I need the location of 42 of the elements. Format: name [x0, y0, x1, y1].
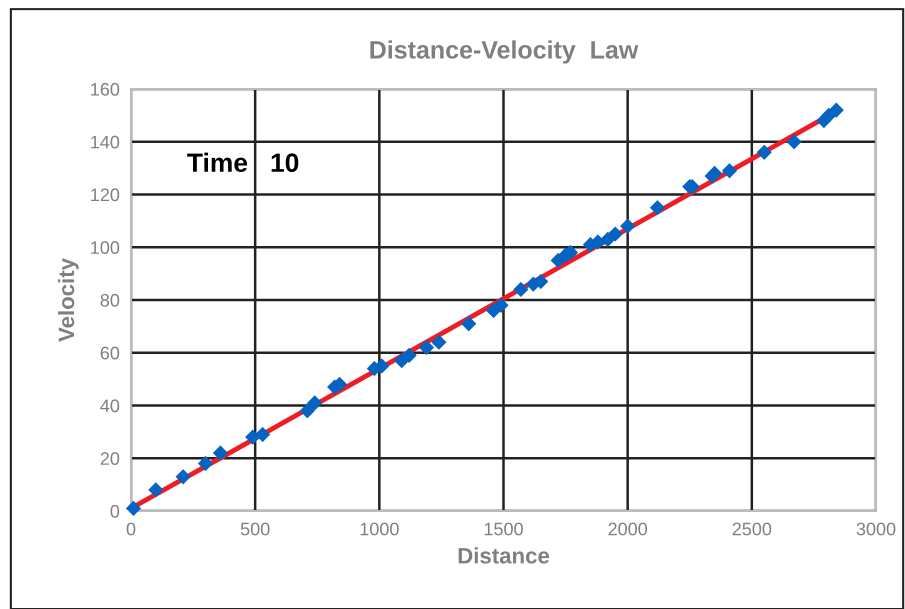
y-tick-label: 80	[100, 294, 120, 307]
y-tick-label: 140	[91, 136, 120, 148]
point	[828, 102, 844, 118]
chart-title: Distance-Velocity Law	[370, 40, 638, 64]
point	[300, 403, 315, 418]
point	[148, 482, 164, 498]
x-tick-label: 3000	[856, 522, 896, 536]
x-tick-label: 1000	[360, 522, 399, 536]
x-tick-label: 2000	[608, 522, 648, 536]
y-tick-label: 60	[100, 346, 120, 360]
point	[418, 340, 434, 356]
y-tick-label: 20	[100, 452, 120, 465]
point	[307, 395, 322, 410]
point	[756, 144, 772, 160]
point	[513, 282, 528, 298]
point	[176, 469, 191, 484]
point	[786, 134, 802, 150]
x-tick-label: 2500	[732, 522, 772, 536]
point	[126, 500, 142, 516]
point	[722, 163, 738, 178]
y-tick-label: 160	[91, 82, 120, 96]
point	[212, 445, 228, 461]
x-tick-label: 1500	[484, 522, 523, 536]
point	[431, 334, 447, 350]
y-tick-label: 0	[110, 504, 120, 518]
point	[245, 430, 260, 445]
y-tick-label: 120	[91, 188, 120, 202]
annotation: Time 10	[187, 152, 298, 172]
y-tick-label: 100	[91, 241, 120, 254]
point	[620, 218, 636, 234]
point	[608, 226, 623, 242]
point	[493, 298, 509, 313]
point	[650, 200, 666, 216]
x-tick-label: 0	[126, 522, 136, 536]
y-axis-title: Velocity	[58, 258, 79, 342]
point	[198, 456, 214, 472]
point	[402, 348, 417, 363]
x-tick-label: 500	[240, 522, 270, 536]
y-tick-label: 40	[100, 399, 120, 412]
point	[255, 426, 270, 442]
x-axis-title: Distance	[458, 547, 550, 564]
point	[461, 316, 476, 332]
